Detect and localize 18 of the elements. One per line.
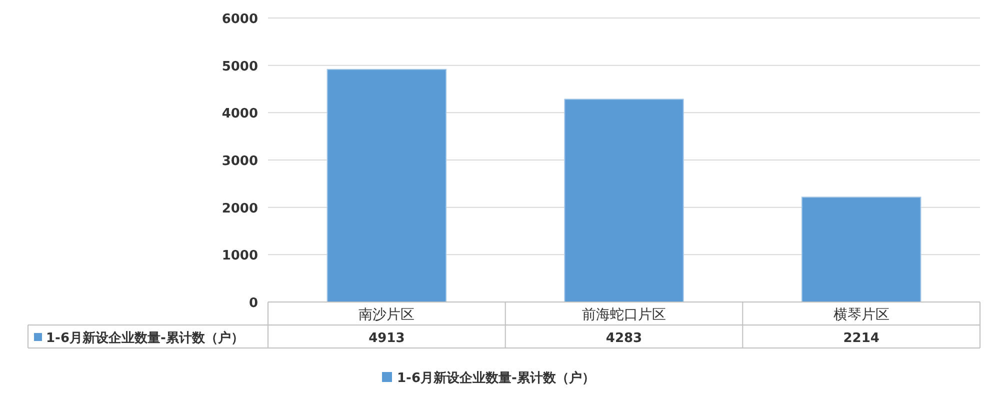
legend-label: 1-6月新设企业数量-累计数（户） [397,370,595,386]
y-tick-label: 3000 [222,154,258,169]
text: 1-6月新设企业数量-累计数（户） [46,331,244,346]
y-tick-label: 6000 [222,12,258,27]
data-label: 2214 [843,331,880,346]
y-tick-label: 1000 [222,248,258,264]
bar [802,196,922,302]
y-tick-label: 2000 [222,201,258,216]
x-tick-label: 南沙片区 [358,307,415,323]
y-tick-label: 5000 [222,59,258,74]
data-label: 4913 [368,331,405,346]
x-tick-label: 横琴片区 [833,307,890,323]
bar [326,68,446,302]
bar [564,98,684,302]
y-tick-label: 0 [248,296,258,311]
x-tick-label: 前海蛇口片区 [582,307,666,323]
y-tick-label: 4000 [222,106,258,122]
data-label: 4283 [606,331,642,346]
